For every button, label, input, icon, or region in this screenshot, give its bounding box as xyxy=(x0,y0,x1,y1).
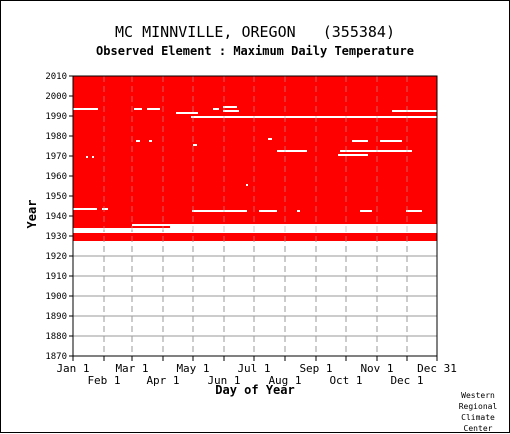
missing-segment xyxy=(147,108,160,110)
x-axis-title: Day of Year xyxy=(215,383,295,397)
missing-segment xyxy=(73,208,97,210)
missing-segment xyxy=(223,110,239,112)
observed-block xyxy=(73,233,437,241)
missing-segment xyxy=(406,210,422,212)
missing-segment xyxy=(193,230,437,232)
x-tick-label: Jun 1 xyxy=(207,374,240,387)
missing-segment xyxy=(134,108,142,110)
y-axis-title: Year xyxy=(25,199,39,229)
x-tick-label: Feb 1 xyxy=(87,374,120,387)
x-tick-label: Apr 1 xyxy=(146,374,179,387)
missing-segment xyxy=(132,224,437,226)
y-tick-label: 1890 xyxy=(45,312,67,322)
missing-segment xyxy=(73,108,98,110)
y-tick-label: 1870 xyxy=(45,352,67,362)
missing-segment xyxy=(73,228,437,230)
y-tick-label: 1920 xyxy=(45,252,67,262)
missing-segment xyxy=(192,210,247,212)
missing-segment xyxy=(360,210,372,212)
y-tick-label: 1990 xyxy=(45,112,67,122)
x-tick-label: Dec 31 xyxy=(417,362,457,375)
missing-segment xyxy=(136,140,140,142)
missing-segment xyxy=(340,150,412,152)
missing-segment xyxy=(170,226,437,228)
y-tick-label: 1940 xyxy=(45,212,67,222)
x-tick-label: Nov 1 xyxy=(360,362,393,375)
x-tick-label: Sep 1 xyxy=(299,362,332,375)
x-tick-label: Oct 1 xyxy=(329,374,362,387)
y-tick-label: 2000 xyxy=(45,92,67,102)
x-tick-label: Aug 1 xyxy=(268,374,301,387)
missing-segment xyxy=(268,138,272,140)
missing-segment xyxy=(297,210,300,212)
chart-subtitle: Observed Element : Maximum Daily Tempera… xyxy=(96,44,414,58)
missing-segment xyxy=(149,140,152,142)
missing-segment xyxy=(277,150,307,152)
x-tick-label: May 1 xyxy=(176,362,209,375)
chart-title: MC MINNVILLE, OREGON (355384) xyxy=(115,23,395,41)
missing-segment xyxy=(92,156,94,158)
missing-segment xyxy=(191,116,437,118)
missing-segment xyxy=(86,156,88,158)
missing-segment xyxy=(380,140,402,142)
y-tick-label: 1970 xyxy=(45,152,67,162)
y-tick-label: 1880 xyxy=(45,332,67,342)
missing-segment xyxy=(176,112,198,114)
missing-segment xyxy=(193,144,197,146)
y-tick-label: 1900 xyxy=(45,292,67,302)
y-tick-label: 1960 xyxy=(45,172,67,182)
x-tick-label: Jul 1 xyxy=(237,362,270,375)
missing-segment xyxy=(338,154,368,156)
missing-segment xyxy=(259,210,277,212)
y-tick-label: 1950 xyxy=(45,192,67,202)
x-tick-label: Jan 1 xyxy=(56,362,89,375)
y-tick-label: 2010 xyxy=(45,72,67,82)
missing-segment xyxy=(102,208,108,210)
missing-segment xyxy=(246,184,248,186)
credit-logo: Western Regional Climate Center xyxy=(458,391,498,433)
y-tick-label: 1910 xyxy=(45,272,67,282)
missing-segment xyxy=(213,108,219,110)
missing-segment xyxy=(392,110,437,112)
missing-segment xyxy=(352,140,368,142)
y-tick-label: 1930 xyxy=(45,232,67,242)
x-tick-label: Dec 1 xyxy=(390,374,423,387)
missing-segment xyxy=(223,106,237,108)
x-tick-label: Mar 1 xyxy=(115,362,148,375)
y-tick-label: 1980 xyxy=(45,132,67,142)
